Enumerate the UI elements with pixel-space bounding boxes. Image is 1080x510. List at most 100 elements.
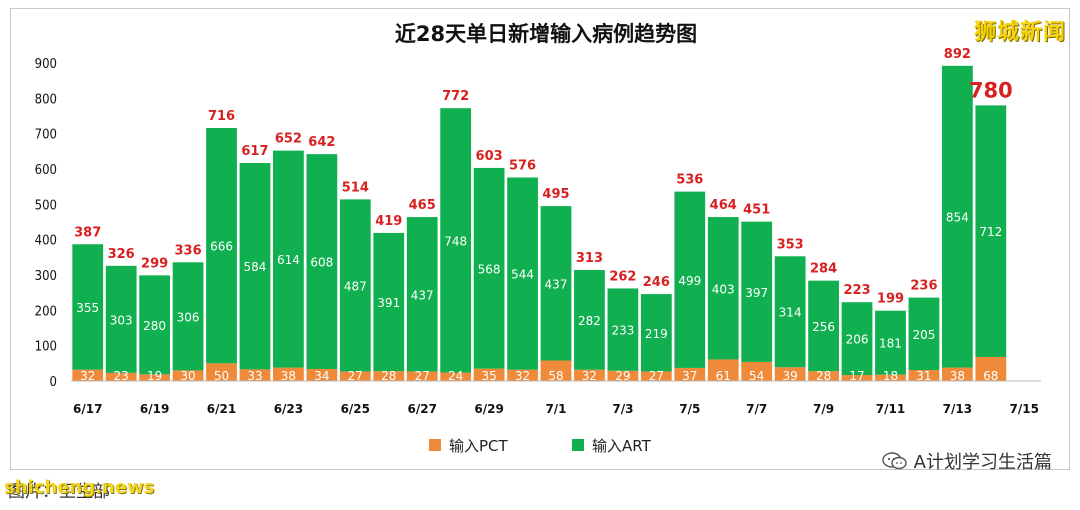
x-axis: 6/17 6/19 6/21 6/23 6/25 6/27 6/29 7/1 7/3 7/5 7/7…: [71, 380, 1041, 416]
bar-pct: [440, 372, 472, 381]
art-value-label: 568: [478, 262, 501, 276]
y-tick-label: 300: [35, 269, 57, 284]
art-value-label: 614: [277, 253, 300, 267]
bar-art: [908, 297, 940, 371]
bar-art: [875, 310, 906, 375]
legend-label-pct: 输入PCT: [449, 437, 509, 455]
x-tick-label: 6/27: [407, 402, 436, 416]
bar-pct: [72, 369, 104, 381]
watermark-logo-text: 狮城新闻: [973, 20, 1066, 45]
y-tick-label: 800: [35, 92, 57, 107]
total-value-label: 223: [843, 283, 870, 298]
art-value-label: 584: [244, 260, 267, 274]
bar-art: [674, 191, 706, 368]
bar-art: [540, 206, 572, 361]
art-value-label: 391: [377, 296, 400, 310]
bar-art: [741, 221, 773, 362]
total-value-label: 353: [777, 237, 804, 252]
pct-value-label: 39: [782, 369, 797, 383]
art-value-label: 608: [310, 256, 333, 270]
art-value-label: 303: [110, 313, 133, 327]
art-value-label: 181: [879, 337, 902, 351]
total-value-label: 603: [476, 149, 503, 164]
bar-art: [473, 167, 505, 369]
bar-art: [406, 217, 438, 372]
bar-pct: [674, 367, 706, 381]
bar-pct: [808, 371, 839, 381]
pct-value-label: 34: [314, 369, 329, 383]
art-value-label: 282: [578, 314, 601, 328]
bar-art: [507, 177, 538, 370]
legend-swatch-art: [572, 439, 584, 451]
art-value-label: 499: [678, 274, 701, 288]
total-value-label: 495: [542, 187, 569, 202]
y-tick-label: 700: [35, 128, 57, 143]
x-tick-label: 6/25: [341, 402, 370, 416]
pct-value-label: 38: [950, 369, 965, 383]
total-value-label: 284: [810, 262, 837, 277]
chart-frame: 近28天单日新增输入病例趋势图 0 100 200 300 400 500 600 700 80…: [10, 8, 1070, 470]
x-tick-label: 6/21: [207, 402, 236, 416]
pct-value-label: 68: [983, 369, 998, 383]
total-value-label: 576: [509, 158, 536, 173]
bar-pct: [206, 363, 237, 381]
art-value-label: 355: [76, 301, 99, 315]
y-axis: 0 100 200 300 400 500 600 700 800 900: [35, 57, 57, 390]
bar-art: [239, 162, 271, 370]
art-value-label: 544: [511, 268, 534, 282]
y-tick-label: 100: [35, 340, 57, 355]
pct-value-label: 33: [247, 369, 262, 383]
pct-value-label: 28: [816, 369, 831, 383]
total-value-label: 313: [576, 251, 603, 266]
y-tick-label: 400: [35, 234, 57, 249]
bar-art: [574, 270, 605, 370]
total-value-label: 642: [308, 135, 335, 150]
pct-value-label: 38: [281, 369, 296, 383]
art-value-label: 280: [143, 319, 166, 333]
bar-pct: [172, 370, 204, 381]
x-tick-label: 7/7: [746, 402, 767, 416]
y-tick-label: 600: [35, 163, 57, 178]
pct-value-label: 50: [214, 369, 229, 383]
pct-value-label: 17: [849, 369, 864, 383]
bar-pct: [540, 360, 572, 381]
pct-value-label: 23: [114, 369, 129, 383]
art-value-label: 397: [745, 286, 768, 300]
wechat-icon: [881, 452, 907, 470]
y-tick-label: 200: [35, 304, 57, 319]
bar-pct: [875, 374, 906, 381]
total-value-label: 465: [409, 198, 436, 213]
art-value-label: 314: [779, 306, 802, 320]
x-tick-label: 6/29: [474, 402, 503, 416]
bar-art: [607, 288, 639, 371]
bar-pct: [373, 371, 405, 381]
bar-pct: [741, 361, 773, 381]
site-watermark: shicheng.news: [4, 477, 155, 498]
bar-pct: [941, 367, 973, 381]
bar-pct: [406, 371, 438, 381]
bar-pct: [105, 372, 137, 381]
x-tick-label: 7/11: [876, 402, 905, 416]
bar-art: [975, 105, 1007, 357]
bar-pct: [975, 356, 1007, 381]
x-tick-label: 7/1: [545, 402, 566, 416]
pct-value-label: 27: [415, 369, 430, 383]
bar-pct: [908, 370, 940, 381]
art-value-label: 233: [611, 324, 634, 338]
total-value-label: 892: [944, 47, 971, 62]
pct-value-label: 61: [716, 369, 731, 383]
pct-value-label: 18: [883, 369, 898, 383]
legend-swatch-pct: [429, 439, 441, 451]
total-value-label: 652: [275, 132, 302, 147]
pct-value-label: 29: [615, 369, 630, 383]
bar-art: [440, 108, 472, 373]
bar-art: [206, 128, 237, 364]
art-value-label: 437: [411, 288, 434, 302]
art-value-label: 712: [979, 225, 1002, 239]
bar-art: [640, 294, 672, 372]
bar-pct: [707, 359, 739, 381]
bar-pct: [139, 374, 171, 381]
pct-value-label: 32: [582, 369, 597, 383]
pct-value-label: 58: [548, 369, 563, 383]
total-value-label: 514: [342, 180, 369, 195]
